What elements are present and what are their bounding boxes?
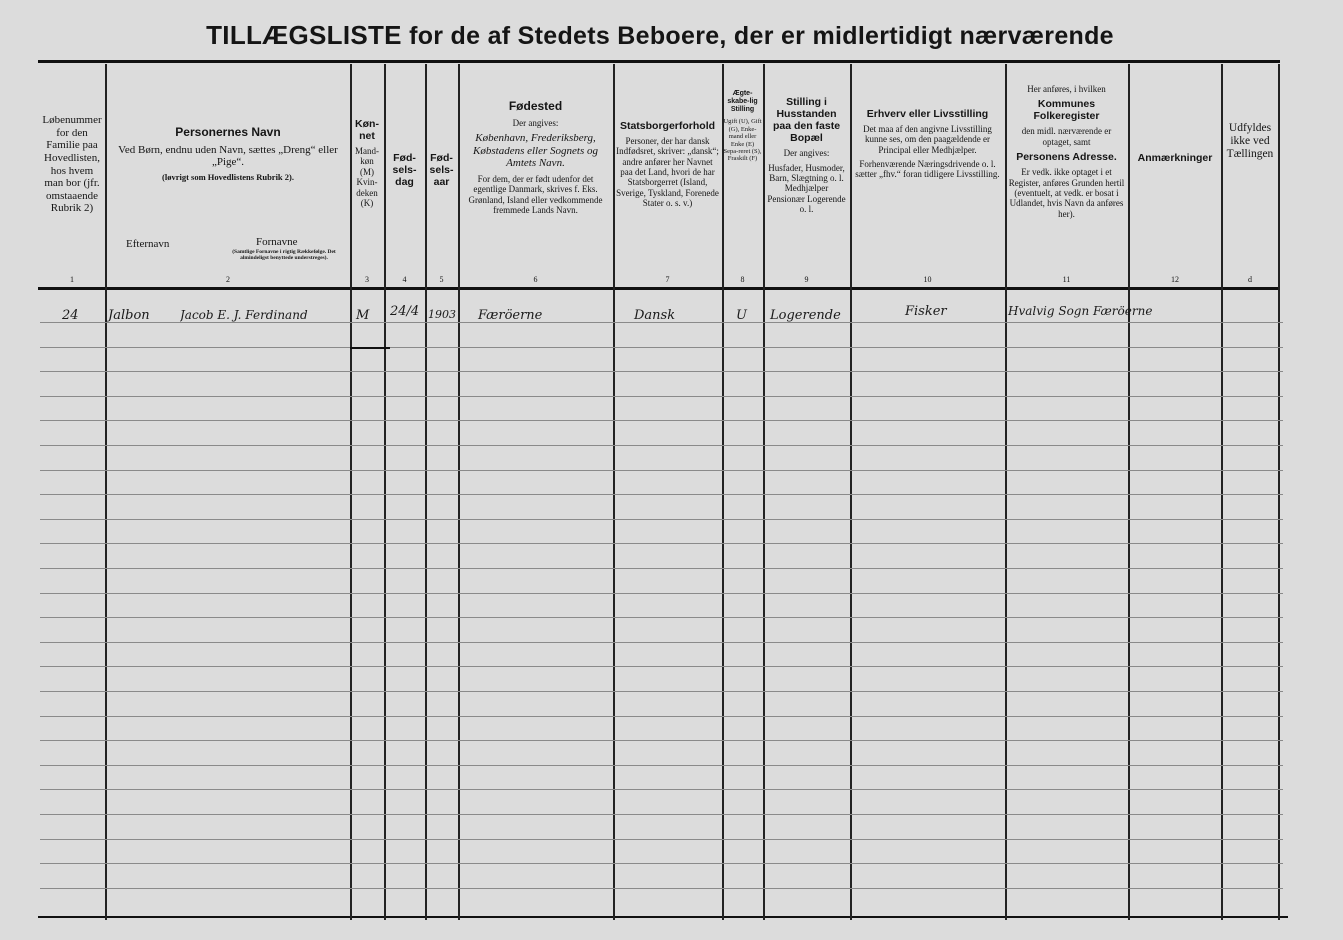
- top-rule: [38, 60, 1280, 63]
- col-12-header: Anmærkninger 12: [1137, 152, 1213, 284]
- row-line: [40, 691, 1283, 692]
- row-line: [40, 395, 1283, 397]
- column-divider: [1221, 64, 1223, 920]
- col-8-header: Ægte-skabe-lig Stilling Ugift (U), Gift …: [723, 90, 762, 284]
- entry-birth-year: 1903: [428, 308, 456, 321]
- row-line: [40, 494, 1283, 496]
- col-11-header: Her anføres, i hvilken Kommunes Folkereg…: [1008, 84, 1125, 284]
- row-line: [40, 445, 1283, 446]
- entry-family-no: 24: [62, 308, 79, 323]
- col-4-header: Fød-sels-dag 4: [392, 152, 417, 284]
- row-line: [40, 420, 1283, 422]
- bottom-rule: [38, 916, 1288, 918]
- row-line: [40, 641, 1283, 643]
- col-9-header: Stilling i Husstanden paa den faste Bopæ…: [767, 96, 846, 284]
- column-divider: [384, 64, 386, 920]
- row-line: [40, 371, 1283, 373]
- column-divider: [458, 64, 460, 920]
- column-divider: [850, 64, 852, 920]
- column-divider: [1005, 64, 1007, 920]
- entry-marital-status: U: [736, 308, 747, 323]
- row-line: [40, 346, 1283, 348]
- column-divider: [350, 64, 352, 920]
- column-divider: [1278, 64, 1280, 920]
- row-line: [40, 518, 1283, 520]
- row-line: [40, 568, 1283, 569]
- entry-register-address: Hvalvig Sogn Færöerne: [1008, 304, 1153, 318]
- row-line: [40, 764, 1283, 766]
- row-line: [40, 322, 1283, 323]
- row-line: [40, 666, 1283, 668]
- entry-birthplace: Færöerne: [478, 308, 543, 323]
- column-divider: [613, 64, 615, 920]
- row-line: [40, 789, 1283, 791]
- entry-sex: M: [356, 308, 370, 323]
- column-divider: [425, 64, 427, 920]
- row-line: [40, 617, 1283, 619]
- row-line: [40, 863, 1283, 865]
- col-3-header: Køn-net Mand-køn (M) Kvin-deken (K) 3: [355, 118, 379, 284]
- column-divider: [1128, 64, 1130, 920]
- row-line: [40, 592, 1283, 594]
- col-d-header: Udfyldes ikke ved Tællingen d: [1226, 122, 1274, 284]
- col-2-header: Personernes Navn Ved Børn, endnu uden Na…: [118, 125, 338, 284]
- row-line: [40, 740, 1283, 742]
- column-divider: [722, 64, 724, 920]
- column-divider: [763, 64, 765, 920]
- col-7-header: Statsborgerforhold Personer, der har dan…: [616, 120, 719, 284]
- col-1-header: Løbenummer for den Familie paa Hovedlist…: [42, 114, 102, 284]
- document-title: TILLÆGSLISTE for de af Stedets Beboere, …: [206, 20, 1114, 50]
- entry-occupation: Fisker: [905, 304, 947, 319]
- row-line: [40, 715, 1283, 717]
- entry-household-position: Logerende: [770, 308, 841, 323]
- entry-surname: Jalbon: [108, 308, 150, 323]
- entry-citizenship: Dansk: [634, 308, 676, 323]
- row-line: [40, 543, 1283, 545]
- row-line: [40, 887, 1283, 889]
- col-6-header: Fødested Der angives: København, Frederi…: [468, 99, 603, 284]
- col-5-header: Fød-sels-aar 5: [429, 152, 454, 284]
- header-bottom-rule: [38, 287, 1280, 290]
- col-10-header: Erhverv eller Livsstilling Det maa af de…: [855, 108, 1000, 284]
- entry-birth-day: 24/4: [390, 304, 420, 319]
- entry-given-names: Jacob E. J. Ferdinand: [180, 308, 308, 322]
- underline-mark: [350, 347, 390, 349]
- row-line: [40, 469, 1283, 471]
- column-divider: [105, 64, 107, 920]
- row-line: [40, 814, 1283, 815]
- row-line: [40, 838, 1283, 840]
